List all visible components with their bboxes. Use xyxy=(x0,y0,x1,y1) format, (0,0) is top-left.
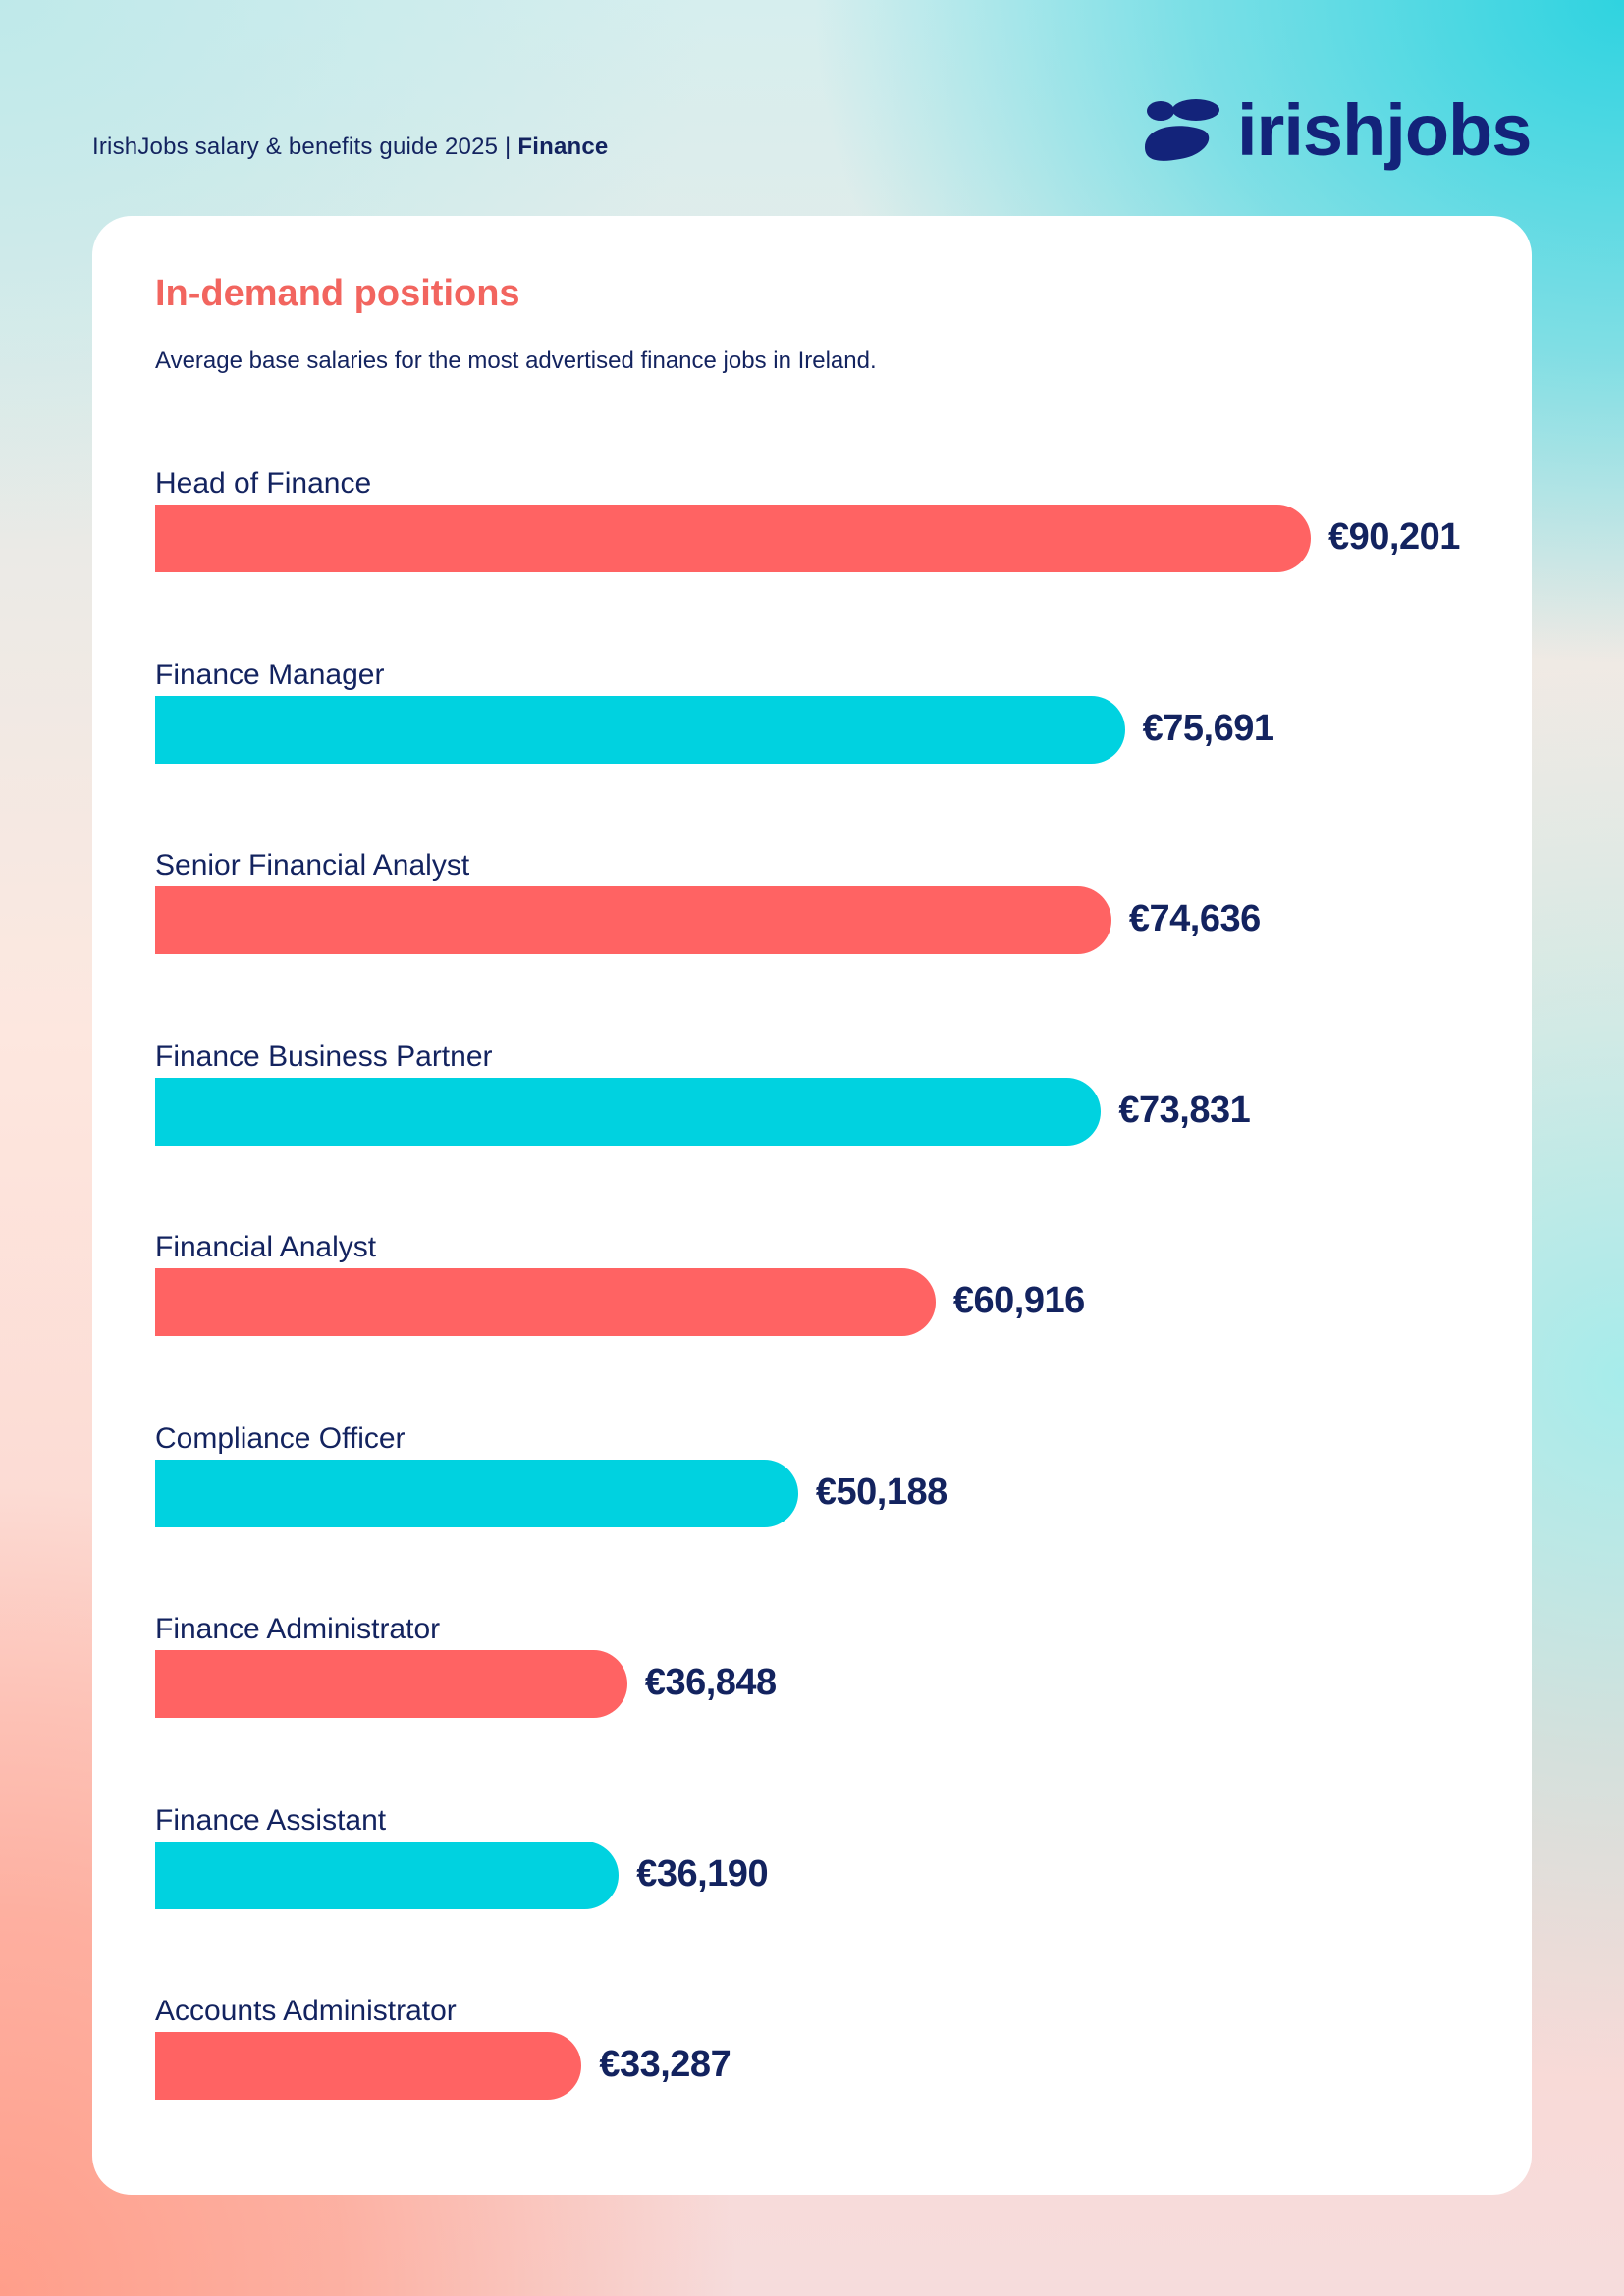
bar-value-label: €36,848 xyxy=(644,1662,777,1703)
bar-category-label: Finance Assistant xyxy=(155,1803,387,1837)
bar-row: Finance Manager €75,691 xyxy=(155,659,1490,796)
bar-category-label: Financial Analyst xyxy=(155,1231,377,1263)
bar-row: Financial Analyst €60,916 xyxy=(155,1231,1490,1368)
chart-card: In-demand positions Average base salarie… xyxy=(92,216,1532,2195)
bar xyxy=(155,2032,582,2100)
bar-value-label: €36,190 xyxy=(636,1852,769,1895)
bar-value-label: €75,691 xyxy=(1142,707,1274,749)
chart-subtitle: Average base salaries for the most adver… xyxy=(155,347,877,374)
bar-row: Finance Administrator €36,848 xyxy=(155,1613,1490,1750)
bar-value-label: €73,831 xyxy=(1118,1089,1251,1131)
irishjobs-logo[interactable]: irishjobs xyxy=(1141,89,1532,171)
bar-category-label: Finance Manager xyxy=(155,658,385,691)
bar xyxy=(155,886,1111,954)
bar-category-label: Finance Administrator xyxy=(155,1613,441,1645)
bar xyxy=(155,1268,936,1336)
bar-row: Finance Assistant €36,190 xyxy=(155,1804,1490,1942)
bar-value-label: €50,188 xyxy=(815,1470,947,1513)
bar xyxy=(155,505,1311,572)
bar-category-label: Head of Finance xyxy=(155,467,372,500)
chart-title: In-demand positions xyxy=(155,273,520,314)
irishjobs-logo-icon xyxy=(1145,99,1219,161)
bar-row: Head of Finance €90,201 xyxy=(155,467,1490,605)
bar-category-label: Compliance Officer xyxy=(155,1421,406,1455)
bar-value-label: €74,636 xyxy=(1128,898,1261,939)
bar xyxy=(155,1650,627,1718)
logo-text: irishjobs xyxy=(1237,89,1532,171)
guide-title: IrishJobs salary & benefits guide 2025 | xyxy=(92,133,512,160)
bar-category-label: Senior Financial Analyst xyxy=(155,849,470,881)
bar-value-label: €33,287 xyxy=(599,2044,731,2085)
bar xyxy=(155,695,1125,764)
bar-value-label: €90,201 xyxy=(1328,516,1460,558)
bar-row: Compliance Officer €50,188 xyxy=(155,1422,1490,1560)
bar xyxy=(155,1459,798,1527)
bar-category-label: Finance Business Partner xyxy=(155,1040,493,1073)
section-name: Finance xyxy=(517,133,609,160)
bar-row: Finance Business Partner €73,831 xyxy=(155,1041,1490,1178)
bar xyxy=(155,1841,620,1909)
bar-value-label: €60,916 xyxy=(952,1280,1085,1321)
bar-row: Senior Financial Analyst €74,636 xyxy=(155,849,1490,987)
bar xyxy=(155,1077,1102,1146)
page-header: IrishJobs salary & benefits guide 2025 |… xyxy=(92,133,608,161)
bar-row: Accounts Administrator €33,287 xyxy=(155,1995,1490,2132)
bar-category-label: Accounts Administrator xyxy=(155,1995,457,2027)
